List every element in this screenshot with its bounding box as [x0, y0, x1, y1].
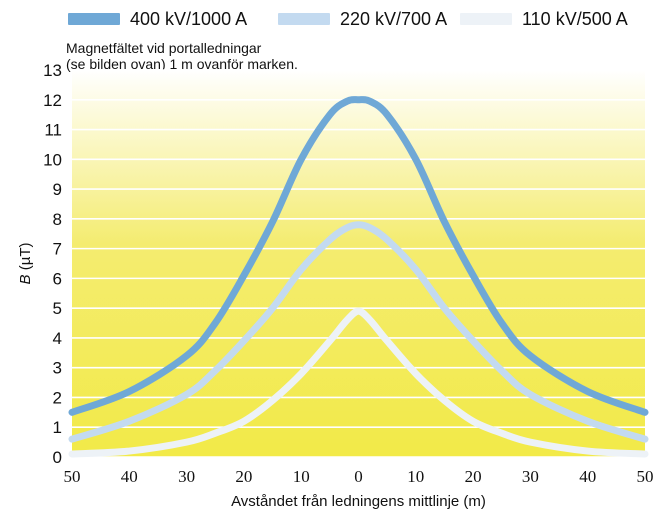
legend-label-220kv: 220 kV/700 A — [340, 8, 448, 29]
chart-title-line-2: (se bilden ovan) 1 m ovanför marken. — [66, 56, 298, 72]
x-tick-label: 30 — [522, 467, 539, 486]
y-tick-label: 13 — [43, 61, 62, 80]
y-tick-label: 1 — [53, 418, 62, 437]
y-tick-label: 2 — [53, 388, 62, 407]
x-tick-label: 30 — [178, 467, 195, 486]
x-tick-labels: 50 40 30 20 10 0 10 20 30 40 50 — [64, 467, 654, 486]
x-axis-title: Avståndet från ledningens mittlinje (m) — [231, 493, 486, 510]
series-line — [68, 307, 649, 458]
y-tick-label: 6 — [53, 269, 62, 288]
y-tick-label: 9 — [53, 180, 62, 199]
legend-label-110kv: 110 kV/500 A — [522, 8, 628, 29]
x-tick-label: 50 — [637, 467, 654, 486]
y-axis-title-symbol: B — [17, 274, 34, 284]
x-tick-label: 20 — [465, 467, 482, 486]
legend-item-110kv: 110 kV/500 A — [460, 6, 628, 32]
y-tick-label: 10 — [43, 150, 62, 169]
legend-item-400kv: 400 kV/1000 A — [68, 6, 247, 32]
y-tick-label: 5 — [53, 299, 62, 318]
legend-item-220kv: 220 kV/700 A — [278, 6, 447, 32]
y-tick-label: 4 — [53, 329, 62, 348]
y-tick-label: 8 — [53, 210, 62, 229]
chart-title: Magnetfältet vid portalledningar (se bil… — [66, 40, 298, 72]
series-line — [68, 96, 649, 416]
legend-swatch-110kv — [460, 13, 512, 25]
y-tick-label: 7 — [53, 240, 62, 259]
series-line — [68, 221, 649, 443]
x-tick-label: 20 — [235, 467, 252, 486]
x-tick-label: 40 — [121, 467, 138, 486]
y-axis-title-unit: (µT) — [17, 243, 34, 275]
x-tick-label: 40 — [579, 467, 596, 486]
legend-label-400kv: 400 kV/1000 A — [130, 8, 248, 29]
y-tick-label: 3 — [53, 359, 62, 378]
series-lines — [68, 96, 649, 458]
x-tick-label: 10 — [293, 467, 310, 486]
chart-title-line-1: Magnetfältet vid portalledningar — [66, 40, 262, 56]
y-tick-label: 12 — [43, 91, 62, 110]
x-tick-label: 50 — [64, 467, 81, 486]
legend: 400 kV/1000 A 220 kV/700 A 110 kV/500 A — [0, 6, 658, 32]
plot-background — [72, 70, 645, 457]
x-tick-label: 0 — [354, 467, 363, 486]
x-tick-label: 10 — [407, 467, 424, 486]
legend-swatch-400kv — [68, 13, 120, 25]
y-tick-label: 0 — [53, 448, 62, 467]
legend-swatch-220kv — [278, 13, 330, 25]
y-tick-label: 11 — [44, 121, 62, 140]
y-axis-title: B (µT) — [17, 243, 34, 285]
